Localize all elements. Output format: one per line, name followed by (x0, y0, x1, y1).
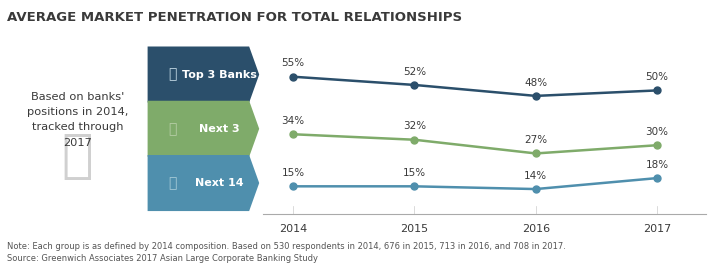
Polygon shape (148, 155, 259, 211)
Text: Next 14: Next 14 (194, 178, 243, 188)
Text: ⛪: ⛪ (62, 130, 93, 182)
Text: Next 3: Next 3 (199, 124, 239, 134)
Text: 14%: 14% (524, 171, 547, 181)
Text: 15%: 15% (282, 168, 305, 178)
Text: 48%: 48% (524, 78, 547, 88)
Text: ⛫: ⛫ (168, 67, 176, 82)
Text: AVERAGE MARKET PENETRATION FOR TOTAL RELATIONSHIPS: AVERAGE MARKET PENETRATION FOR TOTAL REL… (7, 11, 462, 24)
Text: ⛫: ⛫ (168, 176, 176, 190)
Text: Note: Each group is as defined by 2014 composition. Based on 530 respondents in : Note: Each group is as defined by 2014 c… (7, 242, 566, 263)
Text: 52%: 52% (403, 67, 426, 77)
Text: Top 3 Banks: Top 3 Banks (181, 70, 256, 79)
Text: 30%: 30% (646, 127, 669, 137)
Text: 27%: 27% (524, 135, 547, 145)
Polygon shape (148, 47, 259, 102)
Text: ⛫: ⛫ (168, 122, 176, 136)
Text: Based on banks'
positions in 2014,
tracked through
2017: Based on banks' positions in 2014, track… (27, 92, 128, 147)
Text: 34%: 34% (282, 116, 305, 126)
Text: 32%: 32% (403, 121, 426, 132)
Text: 15%: 15% (403, 168, 426, 178)
Text: 18%: 18% (646, 160, 669, 170)
Text: 55%: 55% (282, 58, 305, 68)
Polygon shape (148, 101, 259, 157)
Text: 50%: 50% (646, 72, 669, 82)
